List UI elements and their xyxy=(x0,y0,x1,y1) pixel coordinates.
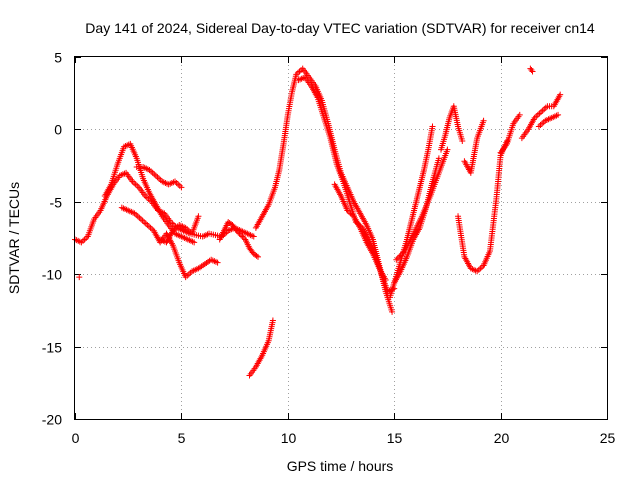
data-point xyxy=(151,171,158,178)
data-point xyxy=(202,232,209,239)
data-point xyxy=(255,253,262,260)
data-point xyxy=(176,182,183,189)
data-point xyxy=(139,217,146,224)
x-tick-label: 0 xyxy=(72,430,80,446)
data-point xyxy=(173,179,180,186)
data-point xyxy=(233,227,240,234)
data-point xyxy=(269,317,276,324)
data-point xyxy=(253,252,260,259)
data-point xyxy=(389,308,396,315)
data-point xyxy=(539,120,546,127)
data-point xyxy=(528,67,535,74)
data-point xyxy=(134,213,141,220)
data-point xyxy=(143,165,150,172)
data-point xyxy=(516,111,523,118)
data-point xyxy=(240,235,247,241)
y-tick-label: -10 xyxy=(42,267,62,283)
y-tick-label: -5 xyxy=(50,195,63,211)
data-point xyxy=(143,194,150,201)
data-point xyxy=(534,111,541,118)
data-point xyxy=(529,68,536,75)
data-point xyxy=(382,276,389,283)
data-point xyxy=(250,233,257,240)
data-point xyxy=(162,179,169,186)
data-point xyxy=(76,274,83,281)
data-point xyxy=(396,253,403,260)
gridlines xyxy=(75,57,607,419)
data-point xyxy=(541,106,548,113)
data-point xyxy=(535,123,542,130)
data-point xyxy=(131,179,138,186)
chart-title: Day 141 of 2024, Sidereal Day-to-day VTE… xyxy=(85,20,595,36)
data-point xyxy=(538,109,545,116)
y-tick-label: 0 xyxy=(54,122,62,138)
y-tick-label: -20 xyxy=(42,412,62,428)
data-point xyxy=(444,146,451,153)
data-point xyxy=(154,174,161,181)
data-point xyxy=(536,110,543,117)
data-point xyxy=(145,223,152,230)
data-point xyxy=(211,258,218,265)
data-point xyxy=(557,91,564,98)
data-point xyxy=(137,216,144,223)
data-point xyxy=(191,239,198,246)
y-tick-label: -15 xyxy=(42,340,62,356)
data-point xyxy=(399,250,406,257)
data-point xyxy=(147,224,154,231)
x-tick-label: 20 xyxy=(494,430,510,446)
data-point xyxy=(214,259,221,266)
data-point xyxy=(141,219,148,226)
data-point xyxy=(542,104,549,111)
x-tick-label: 10 xyxy=(281,430,297,446)
x-axis-label: GPS time / hours xyxy=(287,458,394,474)
y-axis-label: SDTVAR / TECUs xyxy=(6,182,22,294)
data-point xyxy=(152,172,159,179)
data-point xyxy=(237,232,244,239)
data-point xyxy=(235,229,242,236)
data-point xyxy=(539,107,546,114)
data-point xyxy=(435,155,442,162)
x-tick-label: 5 xyxy=(178,430,186,446)
data-point xyxy=(236,230,243,237)
data-point xyxy=(393,256,400,263)
data-point xyxy=(296,68,303,75)
data-point xyxy=(394,255,401,262)
data-point xyxy=(480,117,487,124)
x-tick-label: 25 xyxy=(600,430,616,446)
data-point xyxy=(195,213,202,220)
data-point xyxy=(555,111,562,118)
axis-ticks: 0 5 10 15 20 25 -20 -15 -10 -5 0 5 xyxy=(42,50,616,447)
data-point xyxy=(144,221,151,228)
data-point xyxy=(136,214,143,221)
data-point xyxy=(149,169,156,176)
data-point xyxy=(397,252,404,259)
data-point xyxy=(459,137,466,144)
data-point xyxy=(178,184,185,191)
data-point xyxy=(239,233,246,240)
data-point xyxy=(429,123,436,130)
data-point xyxy=(475,266,482,273)
data-point xyxy=(537,122,544,129)
data-marks xyxy=(72,65,564,379)
data-point xyxy=(132,181,139,188)
data-point xyxy=(400,249,407,256)
data-point xyxy=(156,175,163,182)
x-tick-label: 15 xyxy=(387,430,403,446)
y-tick-label: 5 xyxy=(54,50,62,66)
data-point xyxy=(79,237,86,244)
plot-frame xyxy=(74,56,608,420)
data-point xyxy=(185,271,192,278)
data-point xyxy=(134,182,141,189)
data-point xyxy=(142,220,149,227)
